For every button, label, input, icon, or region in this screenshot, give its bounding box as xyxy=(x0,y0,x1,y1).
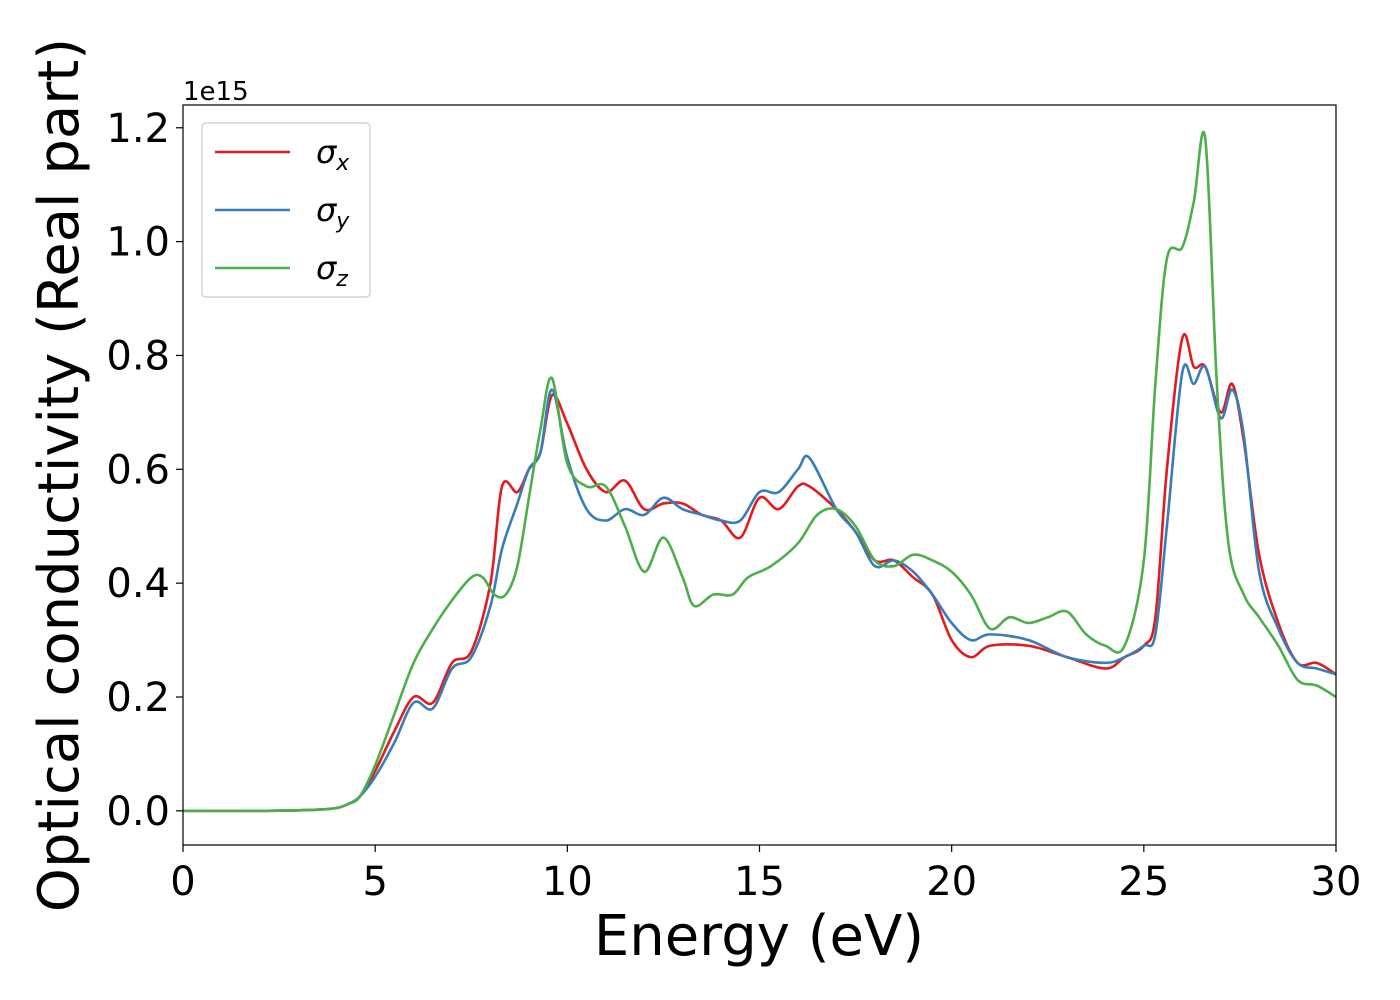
x-tick-label: 25 xyxy=(1118,859,1169,905)
y-tick-label: 0.4 xyxy=(106,561,170,607)
y-tick-label: 0.6 xyxy=(106,447,170,493)
x-tick-label: 30 xyxy=(1311,859,1362,905)
legend-subscript: z xyxy=(335,267,348,292)
y-tick-label: 1.0 xyxy=(106,220,170,266)
series-line-x xyxy=(183,333,1336,813)
y-tick-label: 1.2 xyxy=(106,106,170,152)
x-tick-label: 0 xyxy=(170,859,195,905)
x-tick-label: 20 xyxy=(926,859,977,905)
y-axis-ticks: 0.0 0.2 0.4 0.6 0.8 1.0 1.2 xyxy=(106,106,183,835)
x-axis-ticks: 0 5 10 15 20 25 30 xyxy=(170,845,1361,905)
y-offset-label: 1e15 xyxy=(183,77,249,107)
x-tick-label: 5 xyxy=(362,859,387,905)
series-layer xyxy=(183,130,1336,813)
x-axis-title: Energy (eV) xyxy=(594,904,924,969)
y-tick-label: 0.2 xyxy=(106,675,170,721)
legend-subscript: x xyxy=(335,151,350,176)
y-tick-label: 0.0 xyxy=(106,789,170,835)
series-line-y xyxy=(183,363,1336,813)
legend-subscript: y xyxy=(335,209,350,234)
y-tick-label: 0.8 xyxy=(106,333,170,379)
x-tick-label: 10 xyxy=(542,859,593,905)
x-tick-label: 15 xyxy=(734,859,785,905)
series-line-z xyxy=(183,130,1336,813)
y-axis-title: Optical conductivity (Real part) xyxy=(27,38,92,912)
